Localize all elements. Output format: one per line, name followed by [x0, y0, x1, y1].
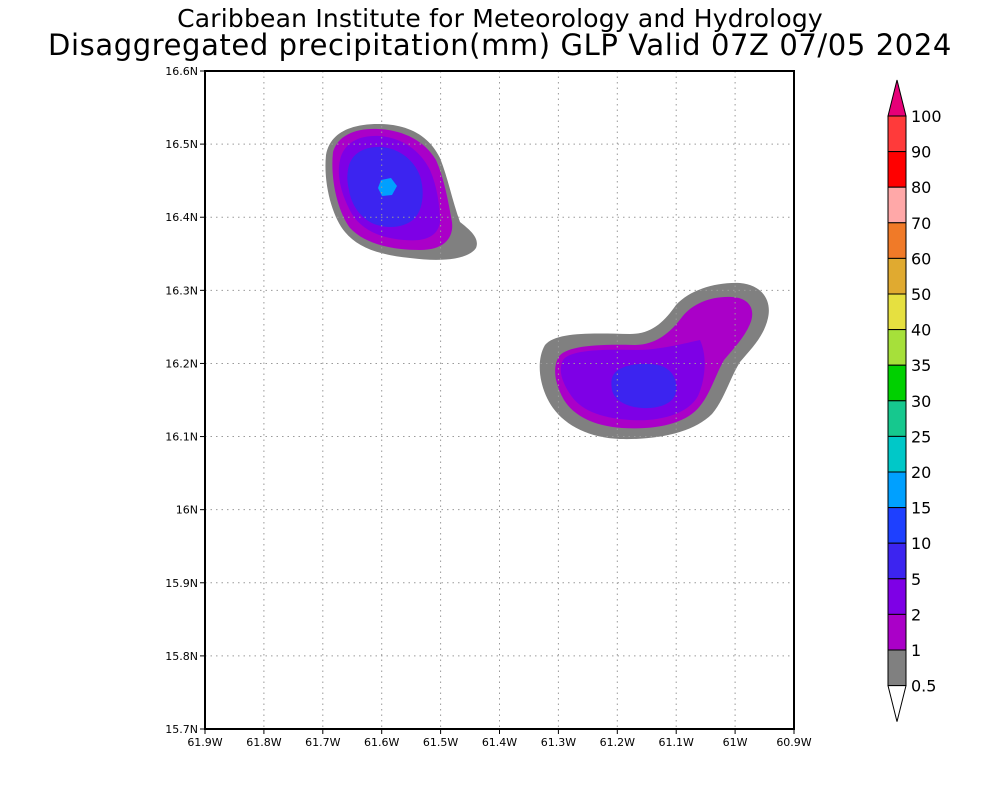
y-tick-label: 16.2N — [165, 357, 198, 370]
legend-label: 30 — [911, 392, 931, 411]
legend-swatch — [887, 115, 907, 153]
legend-swatch — [887, 257, 907, 295]
legend-label: 100 — [911, 107, 942, 126]
legend-label: 70 — [911, 214, 931, 233]
legend-label: 60 — [911, 249, 931, 268]
legend-label: 15 — [911, 499, 931, 518]
legend-label: 1 — [911, 641, 921, 660]
legend-label: 2 — [911, 605, 921, 624]
grid-lines — [205, 71, 794, 729]
y-tick-label: 15.8N — [165, 650, 198, 663]
legend-over-arrow — [887, 79, 907, 117]
y-tick-label: 16.3N — [165, 284, 198, 297]
x-tick-label: 61.4W — [482, 736, 517, 749]
legend-label: 25 — [911, 427, 931, 446]
legend-swatch — [887, 613, 907, 651]
legend-swatch — [887, 364, 907, 402]
legend-swatch — [887, 222, 907, 259]
x-tick-label: 60.9W — [776, 736, 811, 749]
y-tick-label: 15.9N — [165, 577, 198, 590]
legend-label: 90 — [911, 143, 931, 162]
x-axis: 61.9W 61.8W 61.7W 61.6W 61.5W 61.4W 61.3W 61.2W… — [187, 729, 812, 749]
color-legend: 100 90 80 70 60 50 40 35 30 25 20 15 10 5 2 1 0.5 — [887, 79, 942, 722]
rain-cell-south — [539, 282, 769, 440]
legend-swatch — [887, 542, 907, 580]
x-tick-label: 61.5W — [423, 736, 458, 749]
rain-cell-north — [325, 124, 477, 260]
legend-swatch — [887, 293, 907, 331]
legend-label: 0.5 — [911, 677, 936, 696]
y-tick-label: 16.1N — [165, 431, 198, 444]
legend-swatch — [887, 186, 907, 224]
legend-label: 20 — [911, 463, 931, 482]
legend-label: 35 — [911, 356, 931, 375]
x-tick-label: 61W — [723, 736, 748, 749]
contour-15mm — [378, 178, 397, 196]
x-tick-label: 61.1W — [659, 736, 694, 749]
legend-swatch — [887, 578, 907, 615]
y-tick-label: 16.5N — [165, 138, 198, 151]
y-tick-label: 16.4N — [165, 211, 198, 224]
legend-label: 50 — [911, 285, 931, 304]
legend-swatch — [887, 329, 907, 366]
legend-under-arrow — [887, 685, 907, 722]
legend-label: 5 — [911, 570, 921, 589]
legend-swatch — [887, 400, 907, 437]
contour-5mm — [611, 363, 677, 409]
x-tick-label: 61.3W — [541, 736, 576, 749]
map-title: Caribbean Institute for Meteorology and … — [177, 4, 823, 33]
legend-label: 80 — [911, 178, 931, 197]
y-tick-label: 16.6N — [165, 65, 198, 78]
legend-label: 40 — [911, 321, 931, 340]
legend-label: 10 — [911, 534, 931, 553]
x-tick-label: 61.6W — [364, 736, 399, 749]
x-tick-label: 61.2W — [600, 736, 635, 749]
legend-swatch — [887, 151, 907, 188]
legend-swatch — [887, 471, 907, 509]
legend-swatch — [887, 507, 907, 544]
legend-swatch — [887, 435, 907, 473]
map-subtitle: Disaggregated precipitation(mm) GLP Vali… — [48, 28, 952, 62]
precipitation-shading — [325, 124, 769, 440]
x-tick-label: 61.9W — [187, 736, 222, 749]
y-tick-label: 16N — [176, 504, 198, 517]
x-tick-label: 61.7W — [305, 736, 340, 749]
x-tick-label: 61.8W — [246, 736, 281, 749]
y-axis: 16.6N 16.5N 16.4N 16.3N 16.2N 16.1N 16N 15.9N 15… — [165, 65, 205, 736]
y-tick-label: 15.7N — [165, 723, 198, 736]
legend-swatch — [887, 649, 907, 687]
